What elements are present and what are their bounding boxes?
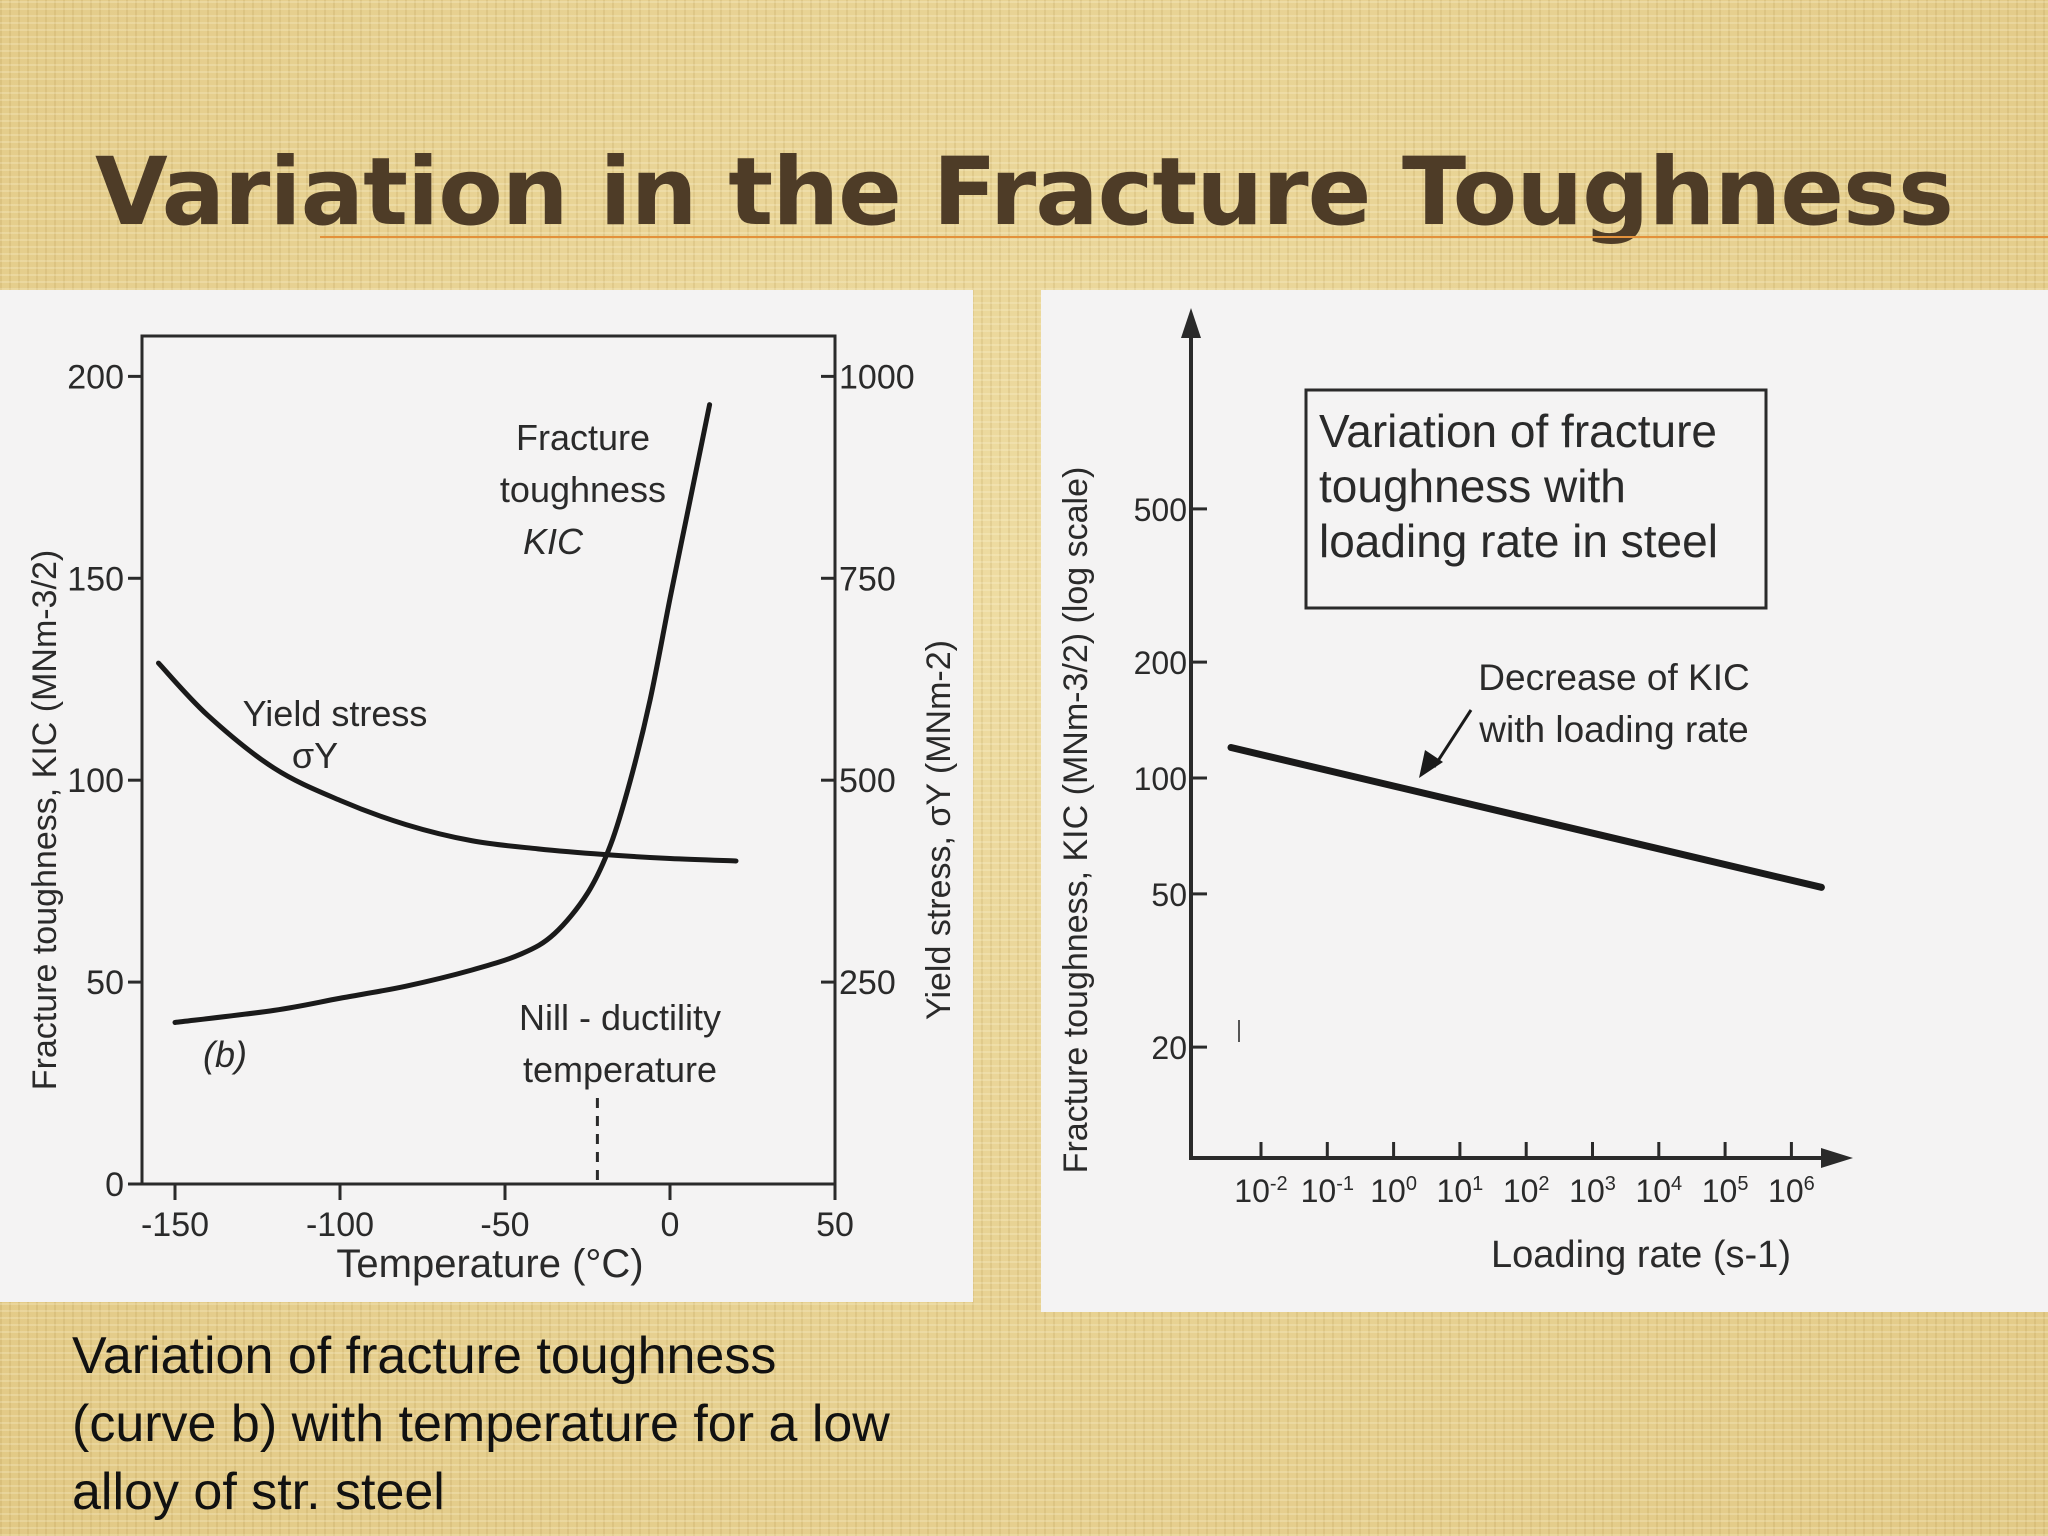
y-tick-label: 50 xyxy=(1151,877,1187,913)
annotation-arrow-shaft xyxy=(1432,709,1473,768)
y-right-tick-label: 1000 xyxy=(839,358,915,396)
y-right-tick-label: 750 xyxy=(839,560,896,598)
legend-box xyxy=(1304,388,1768,610)
x-tick-label: 50 xyxy=(816,1206,854,1244)
kic-label-line2: toughness xyxy=(500,469,666,510)
y-tick-label: 100 xyxy=(1134,761,1187,797)
y-tick-label: 150 xyxy=(67,560,124,598)
slide-caption: Variation of fracture toughness (curve b… xyxy=(72,1322,1032,1526)
x-tick-label: 10-2 xyxy=(1234,1173,1287,1209)
legend-line3: loading rate in steel xyxy=(1319,515,1718,567)
fracture-toughness-curve xyxy=(172,402,713,1025)
annotation-line1: Decrease of KIC xyxy=(1478,657,1749,698)
loading-rate-chart-panel: 10-2 10-1 100 101 102 103 104 105 106 20 50 100 200… xyxy=(1041,290,2048,1312)
x-tick-label: 106 xyxy=(1768,1173,1815,1209)
x-tick-label: 100 xyxy=(1370,1173,1417,1209)
y-right-tick-label: 500 xyxy=(839,762,896,800)
temperature-chart-panel: -150 -100 -50 0 50 0 50 100 150 200 250 500 750 100… xyxy=(0,290,973,1302)
x-axis-label: Temperature (°C) xyxy=(336,1242,643,1286)
y-tick-label: 500 xyxy=(1134,492,1187,528)
slide-title: Variation in the Fracture Toughness xyxy=(95,138,1954,247)
curve-b-label: (b) xyxy=(203,1034,247,1075)
kic-label-line3: KIC xyxy=(523,521,584,562)
y-axis-label: Fracture toughness, KIC (MNm-3/2) (log s… xyxy=(1057,467,1095,1174)
x-axis-arrow xyxy=(1821,1148,1853,1168)
y-right-axis-label: Yield stress, σY (MNm-2) xyxy=(920,640,958,1020)
toughness-vs-rate-line xyxy=(1227,744,1825,891)
kic-label-line1: Fracture xyxy=(516,417,650,458)
x-tick-label: 0 xyxy=(661,1206,680,1244)
caption-line: Variation of fracture toughness xyxy=(72,1327,777,1385)
x-tick-label: 103 xyxy=(1569,1173,1616,1209)
temperature-chart: -150 -100 -50 0 50 0 50 100 150 200 250 500 750 100… xyxy=(26,334,958,1286)
title-underline xyxy=(320,236,2048,238)
y-right-tick-label: 250 xyxy=(839,964,896,1002)
x-tick-label: -150 xyxy=(141,1206,209,1244)
x-tick-label: -50 xyxy=(480,1206,529,1244)
y-tick-label: 20 xyxy=(1151,1030,1187,1066)
annotation-arrow-head xyxy=(1419,750,1443,778)
y-axis-label: Fracture toughness, KIC (MNm-3/2) xyxy=(26,550,64,1090)
x-tick-label: 102 xyxy=(1503,1173,1550,1209)
ndt-label-line2: temperature xyxy=(523,1049,717,1090)
y-axis-arrow xyxy=(1181,308,1201,338)
y-tick-label: 200 xyxy=(1134,645,1187,681)
annotation-line2: with loading rate xyxy=(1478,709,1748,750)
legend-line1: Variation of fracture xyxy=(1319,405,1717,457)
plot-frame xyxy=(140,334,837,1186)
x-tick-label: -100 xyxy=(306,1206,374,1244)
y-tick-label: 0 xyxy=(105,1166,124,1204)
yield-label-line2: σY xyxy=(292,735,338,776)
x-tick-label: 105 xyxy=(1702,1173,1749,1209)
x-tick-label: 104 xyxy=(1635,1173,1682,1209)
yield-label-line1: Yield stress xyxy=(243,693,428,734)
y-tick-label: 50 xyxy=(86,964,124,1002)
caption-line: alloy of str. steel xyxy=(72,1463,445,1521)
x-tick-label: 101 xyxy=(1437,1173,1484,1209)
yield-stress-curve xyxy=(156,660,739,864)
x-tick-label: 10-1 xyxy=(1301,1173,1354,1209)
y-tick-label: 200 xyxy=(67,358,124,396)
ndt-label-line1: Nill - ductility xyxy=(519,997,721,1038)
loading-rate-chart: 10-2 10-1 100 101 102 103 104 105 106 20 50 100 200… xyxy=(1057,308,1853,1276)
x-axis-label: Loading rate (s-1) xyxy=(1491,1234,1791,1276)
caption-line: (curve b) with temperature for a low xyxy=(72,1395,890,1453)
y-tick-label: 100 xyxy=(67,762,124,800)
legend-line2: toughness with xyxy=(1319,460,1626,512)
